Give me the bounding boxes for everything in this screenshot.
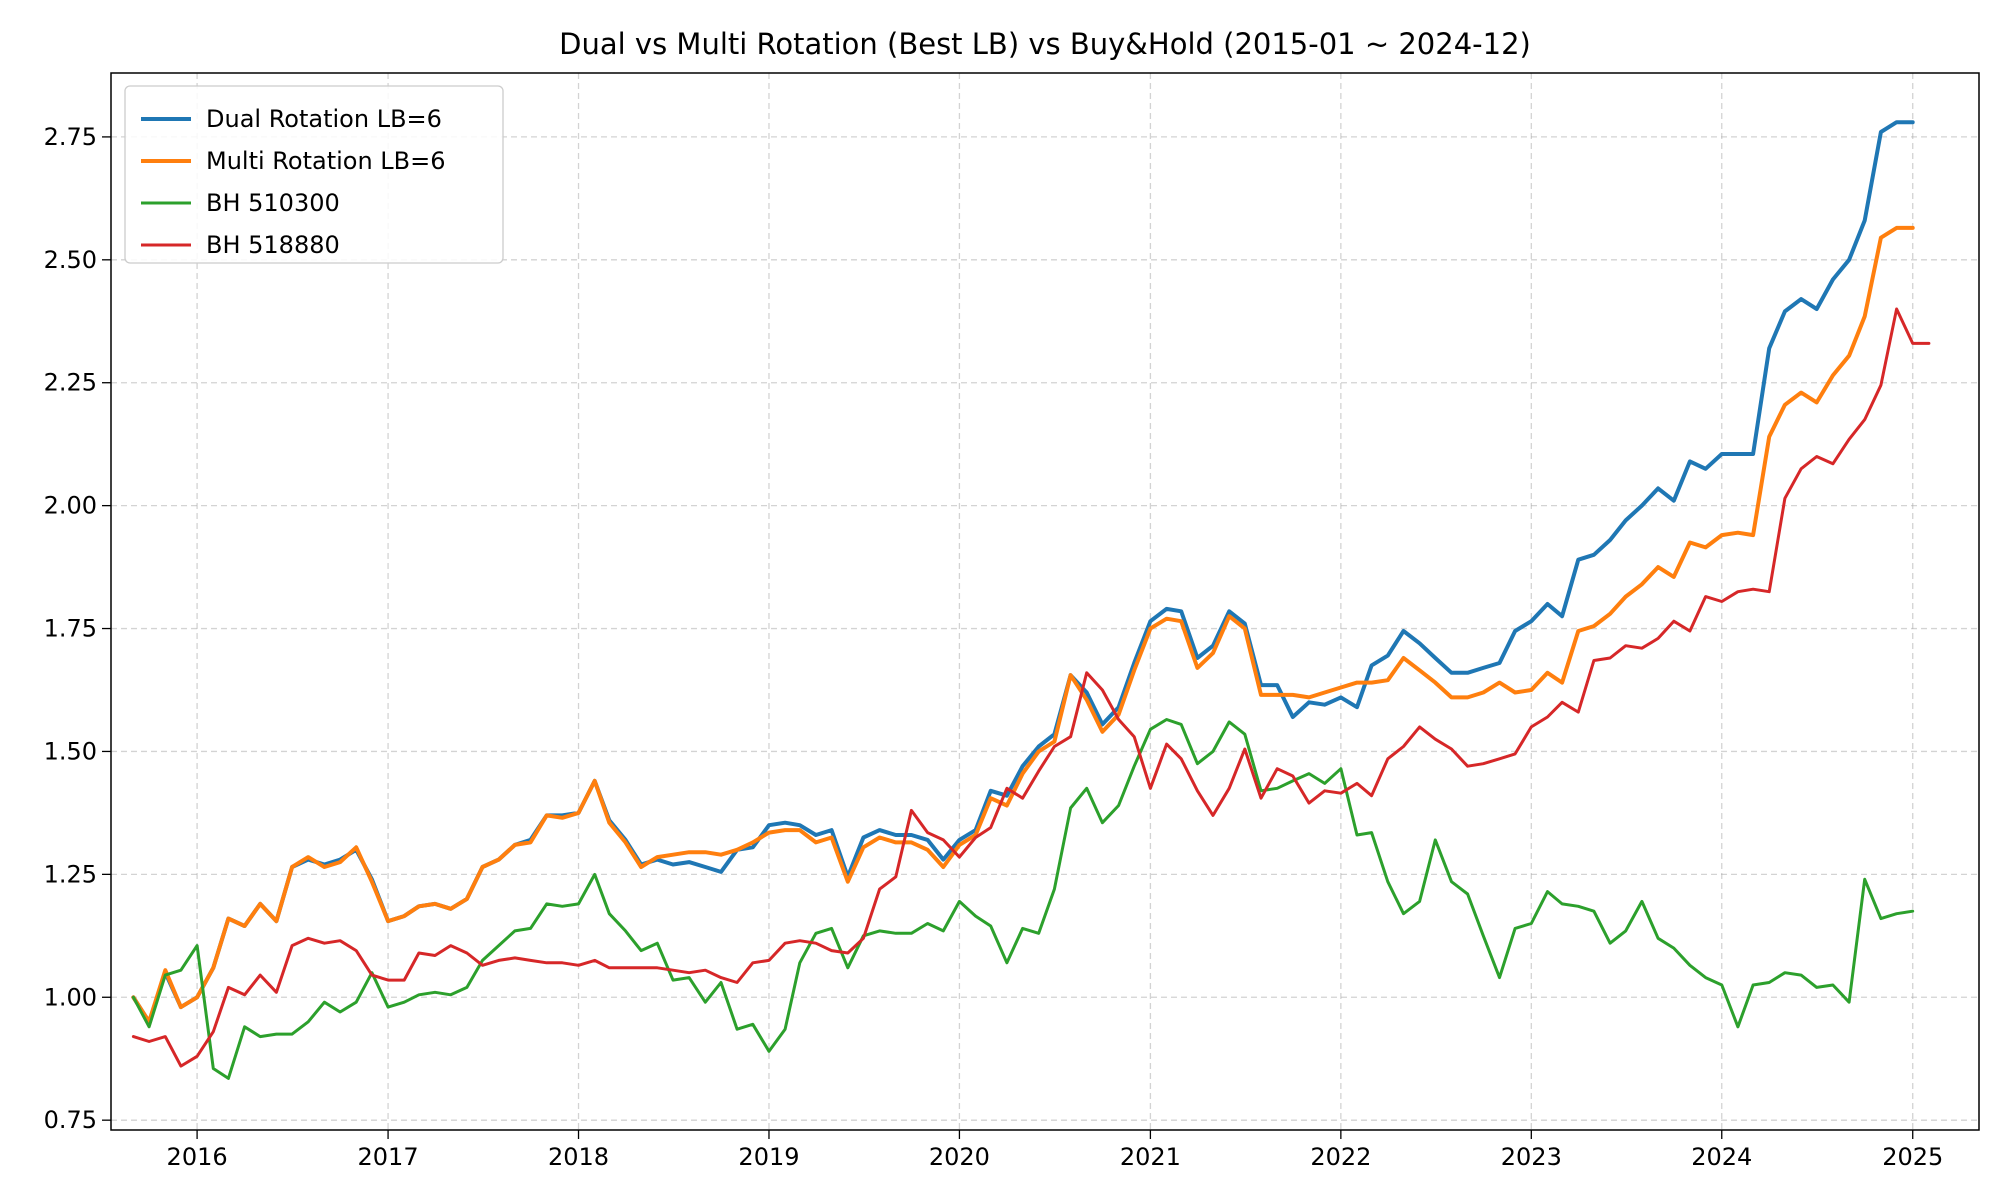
x-tick-label-2025: 2025	[1882, 1143, 1943, 1171]
x-tick-label-2024: 2024	[1691, 1143, 1752, 1171]
series-lines	[131, 120, 1931, 1080]
y-tick-label-1.50: 1.50	[44, 737, 97, 765]
plot-frame	[110, 72, 1980, 1131]
y-tick-label-2.50: 2.50	[44, 246, 97, 274]
legend: Dual Rotation LB=6 Multi Rotation LB=6 BH …	[124, 85, 504, 264]
x-tick-label-2020: 2020	[929, 1143, 990, 1171]
y-tick-label-1.25: 1.25	[44, 860, 97, 888]
x-tick-label-2016: 2016	[167, 1143, 228, 1171]
series-line-4	[131, 307, 1931, 1068]
y-tick-label-0.75: 0.75	[44, 1106, 97, 1134]
chart-title: Dual vs Multi Rotation (Best LB) vs Buy&…	[559, 27, 1531, 61]
y-tick-label-1.00: 1.00	[44, 983, 97, 1011]
y-tick-label-2.25: 2.25	[44, 369, 97, 397]
axes: 2016 2017 2018 2019 2020 2021 2022 2023 2024 2025…	[44, 72, 1980, 1171]
legend-label-2: Multi Rotation LB=6	[206, 147, 446, 175]
legend-box	[124, 85, 504, 264]
y-tick-label-2.75: 2.75	[44, 123, 97, 151]
x-tick-label-2019: 2019	[738, 1143, 799, 1171]
x-tick-label-2022: 2022	[1310, 1143, 1371, 1171]
series-line-3	[131, 718, 1915, 1080]
y-tick-label-1.75: 1.75	[44, 615, 97, 643]
x-tick-label-2021: 2021	[1120, 1143, 1181, 1171]
x-tick-label-2023: 2023	[1501, 1143, 1562, 1171]
legend-label-3: BH 510300	[206, 189, 340, 217]
y-tick-label-2.00: 2.00	[44, 492, 97, 520]
x-tick-label-2018: 2018	[548, 1143, 609, 1171]
legend-label-4: BH 518880	[206, 231, 340, 259]
legend-label-1: Dual Rotation LB=6	[206, 105, 442, 133]
x-tick-label-2017: 2017	[358, 1143, 419, 1171]
series-line-2	[131, 225, 1915, 1024]
